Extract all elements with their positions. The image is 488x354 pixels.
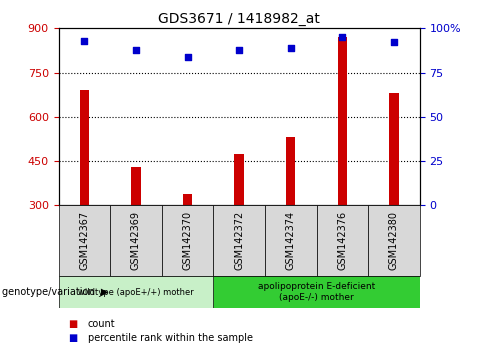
Text: GSM142372: GSM142372 (234, 211, 244, 270)
Bar (338, 37, 347, 205)
Text: GSM142380: GSM142380 (389, 211, 399, 270)
Text: GSM142369: GSM142369 (131, 211, 141, 270)
Text: GSM142374: GSM142374 (285, 211, 296, 270)
Text: genotype/variation  ▶: genotype/variation ▶ (2, 287, 109, 297)
Bar (317, 205, 368, 276)
Bar (234, 154, 244, 205)
Bar (183, 194, 192, 205)
Bar (110, 205, 162, 276)
Bar (265, 205, 317, 276)
Bar (80, 90, 89, 205)
Text: ■: ■ (68, 319, 78, 329)
Text: count: count (88, 319, 116, 329)
Text: wildtype (apoE+/+) mother: wildtype (apoE+/+) mother (78, 287, 194, 297)
Text: GSM142376: GSM142376 (337, 211, 347, 270)
Point (338, 34, 346, 40)
Text: percentile rank within the sample: percentile rank within the sample (88, 333, 253, 343)
Bar (213, 205, 265, 276)
Bar (162, 205, 213, 276)
Bar (368, 205, 420, 276)
Point (287, 45, 295, 51)
Point (183, 54, 191, 59)
Text: GSM142370: GSM142370 (183, 211, 193, 270)
Text: ■: ■ (68, 333, 78, 343)
Bar (131, 167, 141, 205)
Text: apolipoprotein E-deficient
(apoE-/-) mother: apolipoprotein E-deficient (apoE-/-) mot… (258, 282, 375, 302)
Title: GDS3671 / 1418982_at: GDS3671 / 1418982_at (158, 12, 320, 26)
Point (390, 40, 398, 45)
Point (132, 47, 140, 52)
Point (235, 47, 243, 52)
Point (81, 38, 88, 44)
Text: GSM142367: GSM142367 (80, 211, 89, 270)
Bar (286, 137, 295, 205)
Bar (389, 93, 399, 205)
Bar (59, 205, 110, 276)
